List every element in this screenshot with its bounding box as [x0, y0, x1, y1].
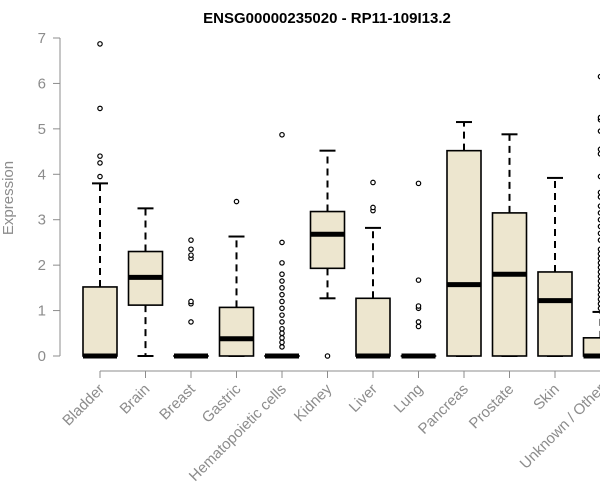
outlier-point [279, 305, 285, 312]
box-iqr [446, 149, 482, 357]
outlier-point [279, 330, 285, 337]
outlier-point [415, 277, 422, 283]
y-tick-label: 2 [38, 257, 46, 274]
x-tick-label: Breast [156, 380, 199, 423]
y-tick-label: 5 [38, 121, 46, 138]
boxplot-lung [400, 180, 437, 359]
x-tick-label: Bladder [59, 381, 108, 430]
outlier-point [97, 105, 103, 112]
outlier-point [279, 335, 285, 341]
box-iqr [491, 212, 528, 357]
boxplot-breast [173, 237, 209, 359]
outlier-point [279, 260, 285, 266]
outlier-point [415, 323, 422, 330]
box-iqr [82, 286, 118, 357]
outlier-point [324, 353, 331, 359]
outlier-point [97, 160, 103, 166]
outlier-point [97, 173, 103, 180]
x-tick-label: Brain [117, 381, 154, 418]
outlier-point [188, 246, 194, 253]
outlier-point [370, 204, 376, 211]
x-tick-label: Liver [346, 381, 381, 416]
outlier-point [370, 179, 376, 186]
y-axis-label: Expression [0, 161, 17, 235]
outlier-point [279, 291, 285, 298]
outlier-point [279, 339, 285, 346]
outlier-point [415, 303, 422, 309]
boxplot-kidney [309, 149, 346, 359]
boxplot-skin [537, 176, 573, 357]
outlier-point [415, 319, 422, 325]
outlier-point [188, 319, 194, 325]
box-iqr [537, 271, 573, 357]
box-iqr [309, 210, 346, 270]
boxplot-prostate [491, 133, 528, 357]
x-tick-label: Lung [391, 381, 427, 417]
outlier-point [233, 198, 240, 205]
box-iqr [218, 306, 255, 357]
x-tick-label: Skin [530, 381, 563, 414]
y-tick-label: 1 [38, 303, 46, 320]
y-tick-label: 3 [38, 212, 46, 229]
outlier-point [279, 285, 285, 291]
box-iqr [582, 337, 600, 357]
outlier-point [188, 237, 194, 243]
outlier-point [279, 344, 285, 350]
outlier-point [279, 298, 285, 305]
boxplot-hematopoietic-cells [264, 131, 300, 359]
outlier-point [279, 271, 285, 278]
boxplot-gastric [218, 198, 255, 357]
outlier-point [279, 319, 285, 325]
outlier-point [279, 239, 285, 246]
boxplot-brain [127, 207, 164, 357]
box-group [82, 41, 600, 359]
outlier-point [188, 298, 194, 305]
boxplot-liver [355, 179, 391, 359]
x-tick-label: Kidney [291, 380, 336, 425]
chart-title: ENSG00000235020 - RP11-109I13.2 [203, 10, 451, 27]
boxplot-pancreas [446, 121, 482, 357]
axes: 0 1 2 3 4 5 6 7 [38, 30, 600, 378]
x-tick-label: Prostate [466, 381, 518, 433]
y-tick-label: 6 [38, 75, 46, 92]
outlier-point [279, 312, 285, 318]
outlier-point [97, 153, 103, 159]
boxplot-bladder [82, 41, 118, 359]
boxplot-unknown-other [582, 73, 600, 359]
outlier-point [279, 325, 285, 332]
outlier-point [415, 180, 422, 187]
y-tick-label: 4 [38, 166, 46, 183]
box-iqr [355, 297, 391, 357]
y-tick-label: 0 [38, 348, 46, 365]
outlier-point [279, 131, 285, 138]
outlier-point [279, 278, 285, 284]
outlier-point [97, 41, 103, 47]
y-tick-label: 7 [38, 30, 46, 47]
x-tick-label: Pancreas [415, 381, 472, 438]
outlier-point [188, 252, 194, 258]
